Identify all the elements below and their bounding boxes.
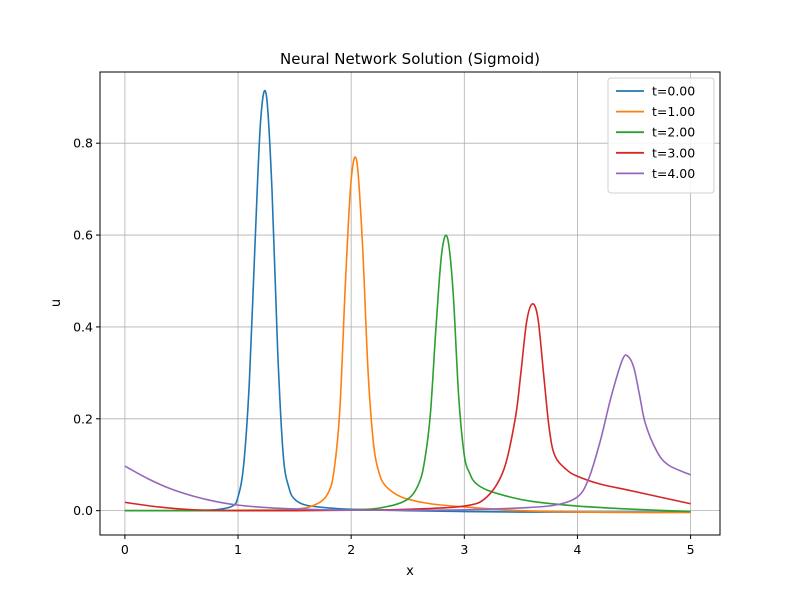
y-tick-label: 0.2 bbox=[73, 411, 93, 426]
y-tick-label: 0.6 bbox=[73, 228, 93, 243]
series-line-4 bbox=[124, 354, 691, 512]
x-axis-label: x bbox=[406, 564, 414, 579]
plot-frame bbox=[99, 71, 721, 536]
legend-label: t=2.00 bbox=[652, 125, 695, 140]
legend-label: t=3.00 bbox=[652, 145, 695, 160]
chart-title: Neural Network Solution (Sigmoid) bbox=[280, 50, 540, 68]
legend-label: t=1.00 bbox=[652, 104, 695, 119]
series-line-3 bbox=[124, 303, 691, 512]
series-line-0 bbox=[124, 89, 691, 513]
x-tick-label: 3 bbox=[460, 542, 468, 557]
y-tick-label: 0.4 bbox=[73, 319, 93, 334]
y-ticks: 0.0 0.2 0.4 0.6 0.8 bbox=[73, 136, 100, 518]
series-line-1 bbox=[124, 156, 691, 514]
x-tick-label: 5 bbox=[687, 542, 695, 557]
y-tick-label: 0.0 bbox=[73, 503, 93, 518]
x-tick-label: 0 bbox=[121, 542, 129, 557]
x-tick-label: 2 bbox=[347, 542, 355, 557]
series-line-2 bbox=[124, 234, 691, 513]
legend-label: t=4.00 bbox=[652, 166, 695, 181]
y-tick-label: 0.8 bbox=[73, 136, 93, 151]
y-axis-label: u bbox=[49, 299, 64, 307]
legend-box bbox=[607, 77, 715, 194]
x-tick-label: 1 bbox=[234, 542, 242, 557]
series-layer bbox=[124, 89, 691, 514]
x-ticks: 0 1 2 3 4 5 bbox=[121, 535, 695, 557]
legend-label: t=0.00 bbox=[652, 84, 695, 99]
x-tick-label: 4 bbox=[573, 542, 581, 557]
legend: t=0.00 t=1.00 t=2.00 t=3.00 t=4.00 bbox=[607, 77, 715, 194]
